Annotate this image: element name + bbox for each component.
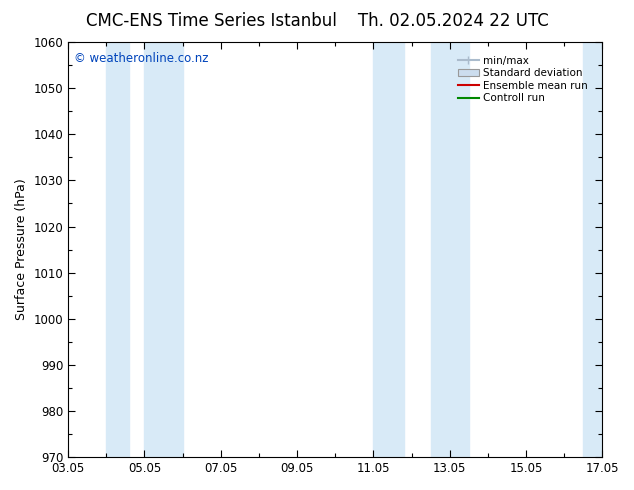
Legend: min/max, Standard deviation, Ensemble mean run, Controll run: min/max, Standard deviation, Ensemble me… bbox=[453, 51, 592, 108]
Bar bbox=[145, 42, 183, 457]
Text: © weatheronline.co.nz: © weatheronline.co.nz bbox=[74, 52, 208, 66]
Bar bbox=[107, 42, 129, 457]
Y-axis label: Surface Pressure (hPa): Surface Pressure (hPa) bbox=[15, 179, 28, 320]
Bar bbox=[583, 42, 602, 457]
Bar bbox=[373, 42, 404, 457]
Text: CMC-ENS Time Series Istanbul    Th. 02.05.2024 22 UTC: CMC-ENS Time Series Istanbul Th. 02.05.2… bbox=[86, 12, 548, 30]
Bar bbox=[430, 42, 469, 457]
